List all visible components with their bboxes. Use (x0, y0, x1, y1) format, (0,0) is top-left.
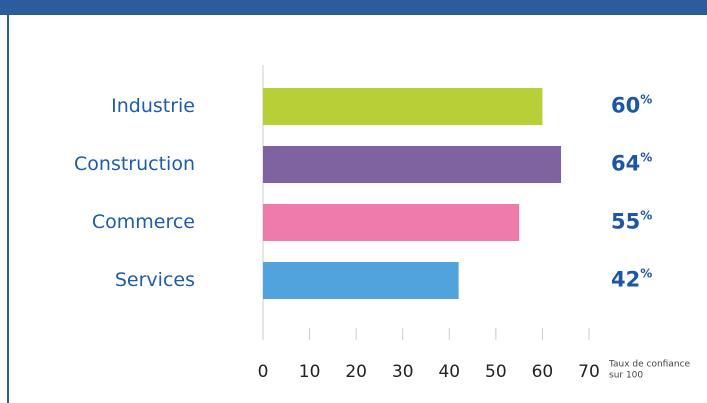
bar (263, 262, 459, 299)
x-tick-label: 70 (578, 362, 600, 382)
category-label: Construction (74, 153, 195, 175)
category-label: Services (115, 269, 195, 291)
value-label: 55% (611, 208, 652, 234)
bar (263, 204, 520, 241)
header-band (0, 0, 707, 15)
category-label: Commerce (92, 211, 195, 233)
x-tick-label: 0 (258, 362, 269, 382)
bar (263, 146, 562, 183)
x-tick-label: 30 (392, 362, 414, 382)
left-border (7, 15, 9, 403)
axis-note: sur 100 (609, 371, 643, 381)
x-tick-label: 50 (485, 362, 507, 382)
x-tick-label: 10 (299, 362, 321, 382)
category-label: Industrie (111, 95, 195, 117)
value-label: 64% (611, 150, 652, 176)
value-label: 42% (611, 266, 652, 292)
x-tick-label: 60 (532, 362, 554, 382)
x-tick-label: 40 (438, 362, 460, 382)
bar (263, 88, 543, 125)
value-label: 60% (611, 92, 652, 118)
axis-note: Taux de confiance (608, 360, 691, 370)
x-tick-label: 20 (345, 362, 367, 382)
